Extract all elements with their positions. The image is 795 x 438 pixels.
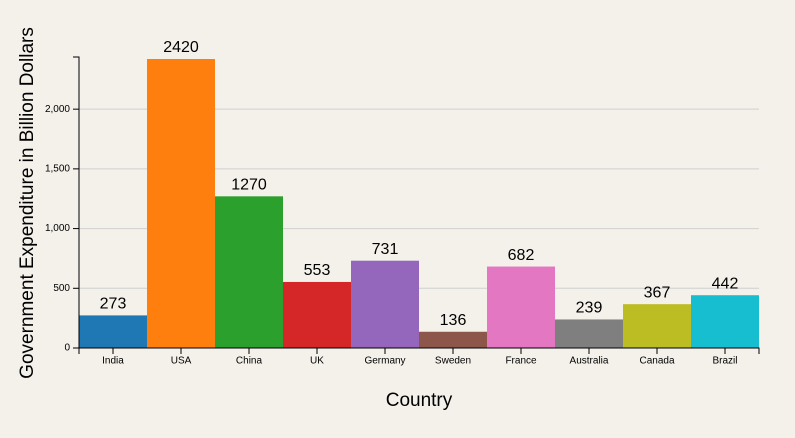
x-tick-label: France xyxy=(505,356,537,367)
x-tick-label: India xyxy=(102,356,124,367)
value-label: 1270 xyxy=(231,177,267,194)
value-label: 136 xyxy=(440,312,467,329)
x-tick-label: USA xyxy=(171,356,192,367)
bar xyxy=(79,315,147,348)
bar xyxy=(691,295,759,348)
value-label: 682 xyxy=(508,247,535,264)
y-axis xyxy=(73,56,80,349)
y-tick-label: 0 xyxy=(64,343,70,354)
value-label: 239 xyxy=(576,300,603,317)
value-label: 367 xyxy=(644,284,671,301)
y-axis-title: Government Expenditure in Billion Dollar… xyxy=(17,27,38,379)
x-tick-label: Australia xyxy=(570,356,609,367)
x-tick-label: Brazil xyxy=(712,356,737,367)
y-tick-label: 1,000 xyxy=(45,223,70,234)
bar xyxy=(555,319,623,348)
x-tick-label: China xyxy=(236,356,263,367)
x-tick-label: UK xyxy=(310,356,324,367)
value-label: 553 xyxy=(304,262,331,279)
x-tick-label: Canada xyxy=(639,356,674,367)
value-label: 2420 xyxy=(163,39,199,56)
x-axis-title: Country xyxy=(386,390,453,411)
bar xyxy=(623,304,691,348)
bar xyxy=(419,331,487,348)
bar xyxy=(147,59,215,348)
x-tick-label: Germany xyxy=(364,356,405,367)
x-tick-label: Sweden xyxy=(435,356,471,367)
bar xyxy=(283,281,351,348)
value-label: 273 xyxy=(100,296,127,313)
bar xyxy=(215,196,283,348)
bar xyxy=(487,266,555,348)
value-label: 442 xyxy=(712,275,739,292)
y-tick-label: 500 xyxy=(53,283,70,294)
bar xyxy=(351,260,419,348)
value-label: 731 xyxy=(372,241,399,258)
y-tick-label: 1,500 xyxy=(45,164,70,175)
y-tick-label: 2,000 xyxy=(45,104,70,115)
x-axis xyxy=(78,347,760,354)
